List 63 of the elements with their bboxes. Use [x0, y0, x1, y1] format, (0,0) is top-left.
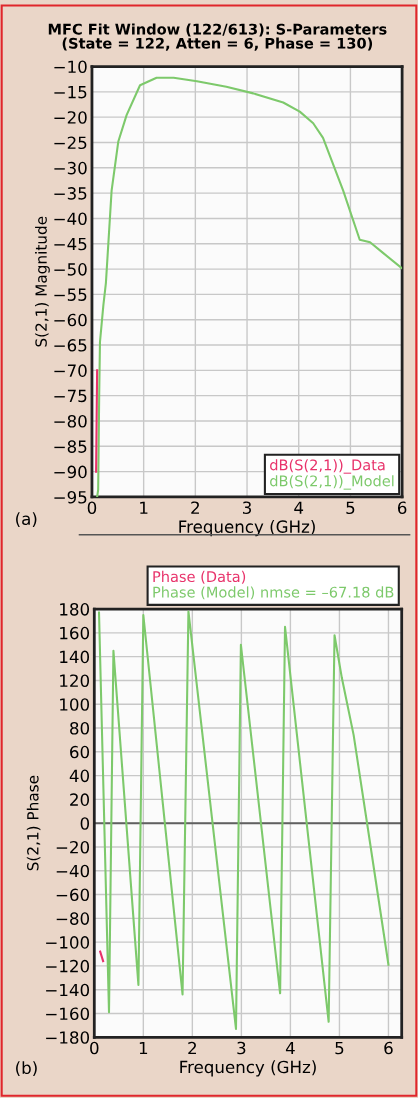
- x-tick-label: 5: [346, 501, 355, 515]
- x-tick-label: 3: [237, 1041, 246, 1055]
- y-tick-label: −50: [54, 263, 87, 276]
- x-tick-label: 4: [294, 501, 304, 514]
- x-tick-label: 1: [140, 501, 148, 514]
- y-tick-label: −40: [56, 864, 90, 878]
- y-tick-label: −30: [54, 161, 87, 175]
- y-tick-label: −20: [54, 111, 87, 124]
- y-tick-label: −120: [46, 959, 90, 973]
- series-label: Phase (Model) nmse = –67.18 dB: [153, 586, 394, 600]
- y-tick-label: −40: [54, 212, 87, 226]
- x-axis-title: Frequency (GHz): [179, 520, 315, 537]
- text: (b): [16, 1061, 37, 1077]
- text: dB(S(2,1))_Model: [270, 475, 394, 490]
- text: (a): [16, 512, 37, 528]
- y-tick-label: −95: [54, 490, 87, 504]
- y-tick-label: −55: [54, 288, 87, 301]
- y-tick-label: −100: [46, 936, 90, 949]
- x-axis-title: Frequency (GHz): [180, 1060, 316, 1077]
- y-tick-label: 0: [80, 817, 90, 830]
- y-tick-label: −35: [54, 187, 87, 200]
- y-tick-label: −80: [56, 912, 90, 925]
- y-tick-label: −20: [56, 840, 90, 854]
- y-tick-label: −65: [54, 339, 87, 352]
- x-tick-label: 2: [188, 1041, 196, 1055]
- x-tick-label: 1: [139, 1041, 148, 1055]
- y-tick-label: 180: [60, 603, 90, 616]
- line-series: [96, 76, 403, 497]
- x-tick-label: 5: [335, 1041, 344, 1055]
- y-tick-label: −60: [54, 313, 87, 327]
- y-tick-label: 160: [60, 626, 90, 640]
- y-tick-label: −180: [46, 1031, 90, 1044]
- x-tick-label: 6: [397, 501, 407, 515]
- y-tick-label: 20: [70, 793, 90, 806]
- y-tick-label: 60: [70, 745, 90, 759]
- y-tick-label: 140: [60, 650, 90, 664]
- x-tick-label: 4: [285, 1041, 295, 1055]
- y-tick-label: −25: [54, 136, 87, 150]
- x-tick-label: 2: [191, 501, 199, 514]
- y-tick-label: −60: [56, 888, 90, 902]
- x-tick-label: 0: [90, 1041, 99, 1055]
- y-tick-label: 80: [70, 721, 90, 735]
- y-tick-label: 40: [69, 769, 90, 783]
- x-tick-label: 6: [384, 1041, 393, 1055]
- y-tick-label: 120: [60, 674, 90, 687]
- text: dB(S(2,1))_Data: [270, 459, 385, 474]
- y-tick-label: −15: [54, 86, 87, 99]
- y-tick-label: −10: [54, 60, 87, 74]
- y-tick-label: −140: [46, 983, 90, 997]
- y-tick-label: −85: [54, 440, 87, 453]
- line-series: [97, 610, 390, 1030]
- y-tick-label: −160: [46, 1007, 90, 1021]
- y-tick-label: −80: [54, 414, 87, 428]
- x-tick-label: 3: [243, 501, 251, 515]
- y-axis-title: S(2,1) Magnitude: [35, 216, 50, 347]
- y-axis-title: S(2,1) Phase: [26, 775, 41, 871]
- y-tick-label: −45: [54, 237, 87, 251]
- text: Phase (Data): [153, 570, 246, 584]
- y-tick-label: −90: [54, 465, 87, 479]
- y-tick-label: 100: [60, 698, 90, 711]
- y-tick-label: −75: [54, 389, 87, 403]
- y-tick-label: −70: [54, 364, 87, 377]
- chart-title: MFC Fit Window (122/613): S-Parameters (State = 122, Atten = 6, Phase = 130): [48, 23, 387, 51]
